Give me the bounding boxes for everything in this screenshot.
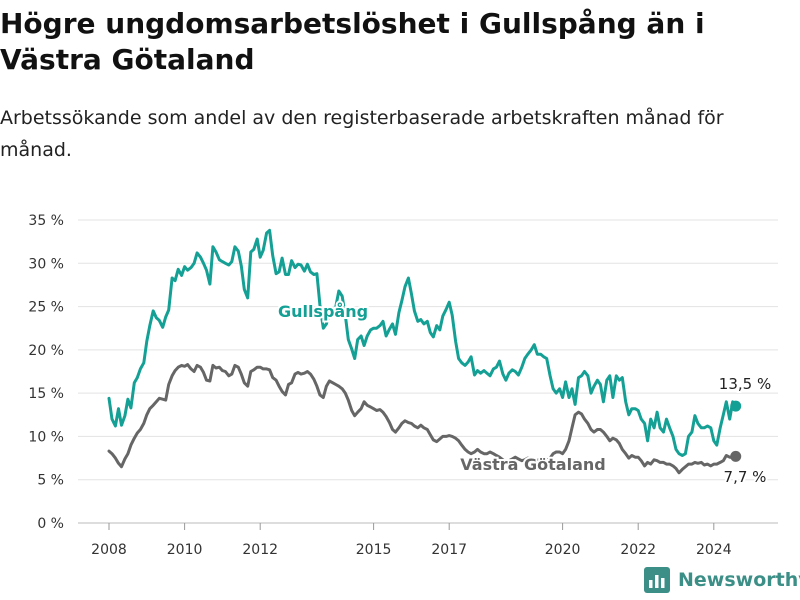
y-tick-label: 5 % [37, 473, 64, 489]
y-tick-label: 30 % [28, 256, 64, 272]
y-tick-label: 10 % [28, 429, 64, 445]
vastra-gotaland-end-point [730, 450, 742, 462]
gullspang-series-label: Gullspång [278, 302, 368, 321]
vastra-gotaland-end-value-label: 7,7 % [724, 468, 767, 486]
y-tick-label: 20 % [28, 343, 64, 359]
brand-name: Newsworthy [678, 569, 800, 591]
bar-chart-logo-icon [644, 567, 670, 593]
brand-logo: Newsworthy [644, 567, 800, 593]
x-tick-label: 2010 [167, 542, 203, 558]
y-tick-label: 35 % [28, 213, 64, 229]
y-tick-label: 25 % [28, 300, 64, 316]
x-tick-label: 2022 [620, 542, 656, 558]
gridlines [78, 219, 778, 524]
x-axis: 2008 2010 2012 2015 2017 2020 2022 2024 [91, 523, 732, 558]
chart-title: Högre ungdomsarbetslöshet i Gullspång än… [0, 7, 705, 76]
chart-subtitle: Arbetssökande som andel av den registerb… [0, 107, 724, 161]
gullspang-end-value-label: 13,5 % [719, 375, 771, 393]
x-tick-label: 2012 [242, 542, 278, 558]
vastra-gotaland-series-line [107, 363, 738, 475]
y-tick-label: 0 % [37, 516, 64, 532]
series-labels: Gullspång Västra Götaland 13,5 % 7,7 % [276, 300, 773, 488]
y-axis-labels: 0 % 5 % 10 % 15 % 20 % 25 % 30 % 35 % [28, 213, 64, 532]
vastra-gotaland-series-label: Västra Götaland [460, 455, 605, 474]
x-tick-label: 2024 [696, 542, 732, 558]
y-tick-label: 15 % [28, 386, 64, 402]
x-tick-label: 2017 [431, 542, 467, 558]
gullspang-series-line [107, 228, 738, 457]
x-tick-label: 2020 [545, 542, 581, 558]
gullspang-end-point [730, 400, 742, 412]
series-lines [107, 228, 742, 475]
x-tick-label: 2008 [91, 542, 127, 558]
x-tick-label: 2015 [356, 542, 392, 558]
